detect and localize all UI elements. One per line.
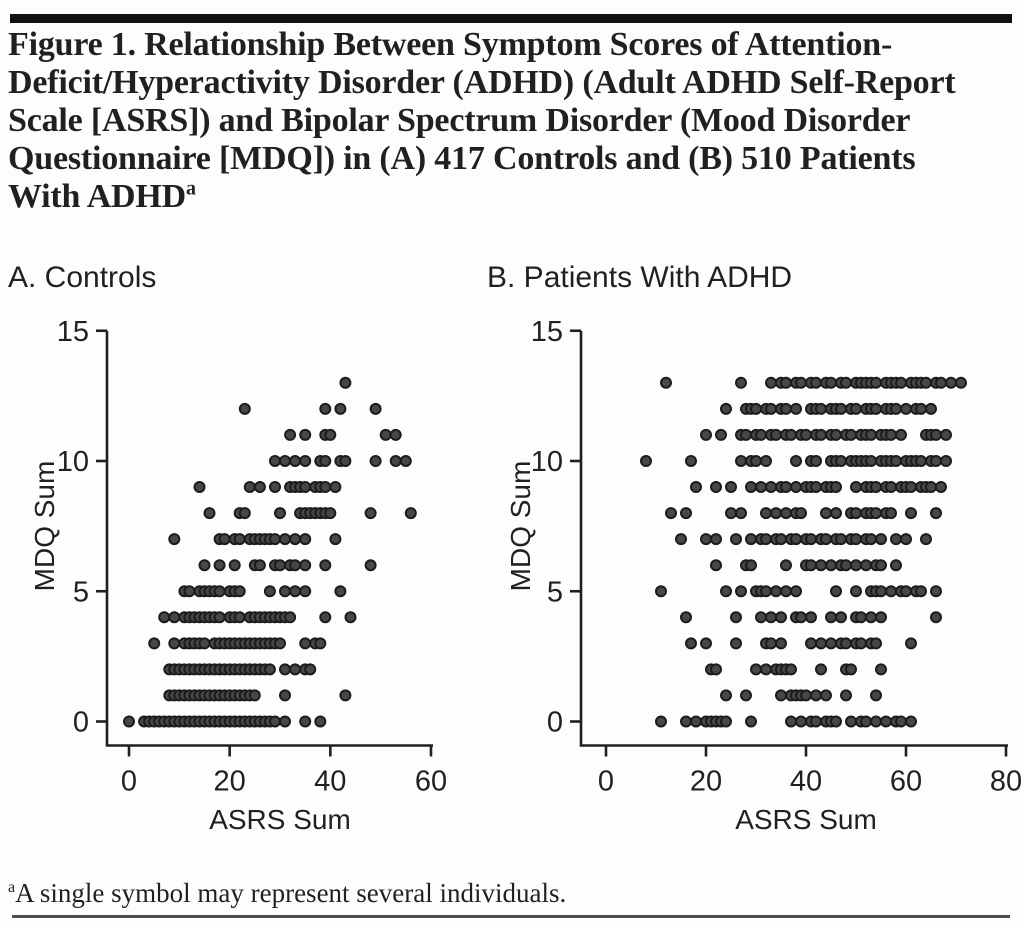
controls-scatter-plot: 0 5 10 15 0 20 40 60 [0,250,500,810]
footnote-superscript: a [8,879,16,896]
bottom-rule-bar [12,915,1010,918]
svg-text:40: 40 [790,766,822,798]
panel-b-title: B. Patients With ADHD [487,261,793,294]
top-rule-bar [10,14,1012,23]
figure-title: Figure 1. Relationship Between Symptom S… [8,26,993,216]
svg-text:5: 5 [73,576,89,608]
svg-text:0: 0 [598,766,614,798]
svg-text:15: 15 [531,316,563,348]
svg-text:20: 20 [690,766,722,798]
panel-b-xaxis-label: ASRS Sum [735,804,877,835]
svg-text:5: 5 [547,576,563,608]
footnote-text: A single symbol may represent several in… [15,878,567,908]
svg-text:20: 20 [214,766,246,798]
figure-title-text: Figure 1. Relationship Between Symptom S… [8,26,956,215]
panel-b-yaxis-label: MDQ Sum [505,460,536,592]
svg-text:10: 10 [531,446,563,478]
svg-text:0: 0 [121,766,137,798]
svg-text:0: 0 [547,707,563,739]
figure-title-superscript: a [186,177,196,200]
panel-a-yaxis-label: MDQ Sum [29,460,60,592]
svg-text:60: 60 [890,766,922,798]
figure-footnote: aA single symbol may represent several i… [8,878,566,909]
svg-text:15: 15 [57,316,89,348]
adhd-scatter-plot: 0 5 10 15 0 20 40 60 80 [500,250,1024,810]
svg-text:80: 80 [990,766,1022,798]
panel-a-title: A. Controls [8,261,157,294]
svg-text:40: 40 [314,766,346,798]
svg-text:0: 0 [73,707,89,739]
svg-text:60: 60 [415,766,447,798]
panel-a-xaxis-label: ASRS Sum [209,804,351,835]
svg-text:10: 10 [57,446,89,478]
